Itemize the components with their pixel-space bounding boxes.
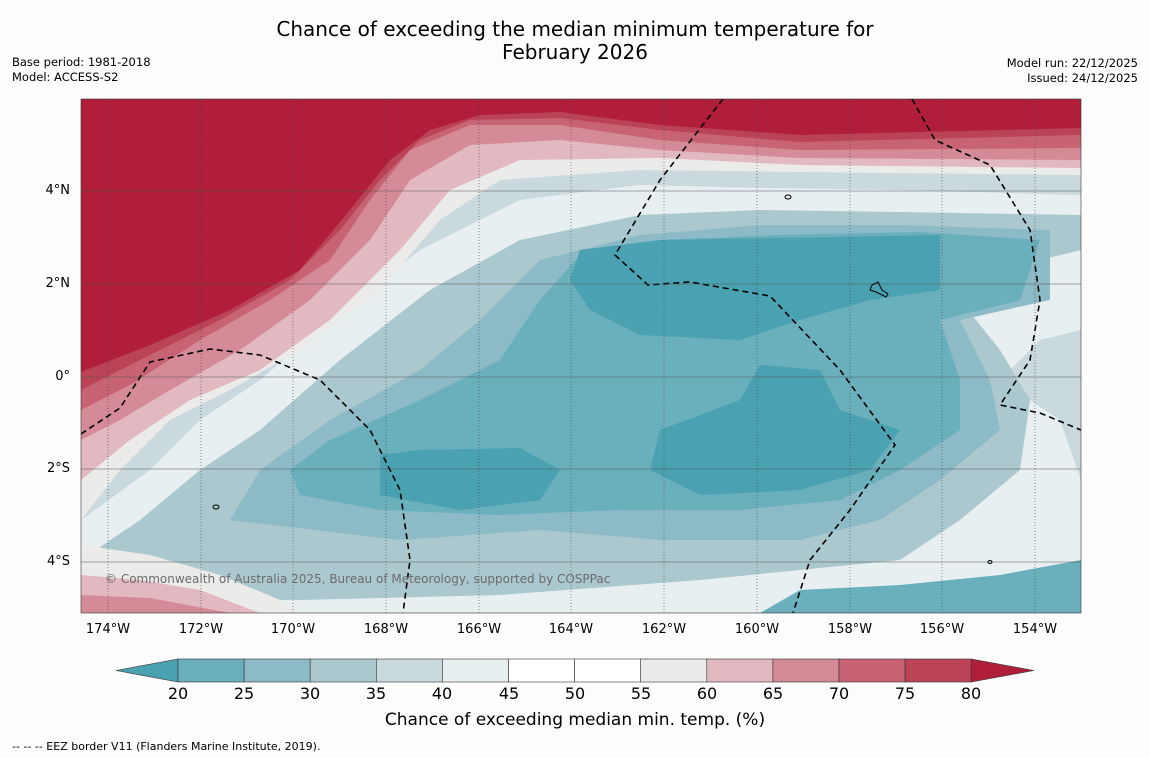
lon-label-172w: 172°W [178,622,224,637]
field-north-red-dark [81,99,1081,372]
lon-label-154w: 154°W [1012,622,1058,637]
colorbar-segment [177,658,245,683]
title-line-2: February 2026 [502,40,648,64]
field-core-20-west [380,448,560,510]
eez-border-central [613,99,896,613]
copyright-notice: © Commonwealth of Australia 2025, Bureau… [105,572,611,586]
colorbar-segment [574,658,641,683]
lon-label-164w: 164°W [548,622,594,637]
cbar-tick-80: 80 [960,684,982,703]
lon-label-162w: 162°W [641,622,687,637]
colorbar-segment [640,658,708,683]
colorbar-segment [772,658,840,683]
cbar-tick-40: 40 [431,684,453,703]
cbar-tick-70: 70 [828,684,850,703]
base-period: Base period: 1981-2018 [12,55,151,69]
colorbar-segment [375,658,443,683]
lon-label-168w: 168°W [363,622,409,637]
lat-gridlines [81,190,1081,563]
cbar-tick-35: 35 [365,684,387,703]
field-core-20-center [650,365,900,495]
island-malden [987,560,993,564]
eez-border-west [81,348,411,613]
colorbar-segment [838,658,906,683]
cbar-tick-55: 55 [630,684,652,703]
colorbar-segment [904,658,972,683]
map-frame [80,98,1082,614]
eez-footer-note: -- -- -- EEZ border V11 (Flanders Marine… [12,740,321,753]
cbar-tick-45: 45 [498,684,520,703]
cbar-tick-75: 75 [894,684,916,703]
lat-label-2n: 2°N [45,276,71,291]
island-kiritimati [869,281,889,298]
field-sw-rose [81,595,230,613]
map-title: Chance of exceeding the median minimum t… [0,18,1150,64]
cbar-tick-60: 60 [696,684,718,703]
colorbar [115,658,1035,683]
cbar-tick-30: 30 [299,684,321,703]
title-line-1: Chance of exceeding the median minimum t… [276,17,874,41]
lat-label-4n: 4°N [45,183,71,198]
lon-label-174w: 174°W [85,622,131,637]
lon-label-156w: 156°W [919,622,965,637]
lon-label-170w: 170°W [270,622,316,637]
lat-label-4s: 4°S [46,554,70,569]
colorbar-segment [309,658,377,683]
island-howland [212,504,220,510]
meta-right: Model run: 22/12/2025 Issued: 24/12/2025 [1007,56,1138,86]
cbar-tick-25: 25 [233,684,255,703]
field-core-20-north [570,235,940,340]
cbar-tick-50: 50 [564,684,586,703]
cbar-tick-65: 65 [762,684,784,703]
colorbar-segment [442,658,509,683]
model-name: Model: ACCESS-S2 [12,70,119,84]
cbar-tick-20: 20 [167,684,189,703]
colorbar-extend-high [970,658,1035,683]
issued-date: Issued: 24/12/2025 [1027,71,1138,85]
colorbar-segment [243,658,311,683]
lon-label-158w: 158°W [827,622,873,637]
lat-label-0: 0° [55,369,70,384]
colorbar-segment [706,658,774,683]
colorbar-title: Chance of exceeding median min. temp. (%… [384,710,766,730]
lon-label-160w: 160°W [734,622,780,637]
field-southeast [760,560,1081,613]
lat-label-2s: 2°S [46,461,70,476]
colorbar-segment [508,658,575,683]
lon-label-166w: 166°W [456,622,502,637]
island-tabuaeran [784,194,792,200]
map-field [81,99,1081,613]
eez-border-east [911,99,1081,431]
meta-left: Base period: 1981-2018 Model: ACCESS-S2 [12,55,151,85]
colorbar-extend-low [115,658,179,683]
model-run: Model run: 22/12/2025 [1006,56,1138,70]
